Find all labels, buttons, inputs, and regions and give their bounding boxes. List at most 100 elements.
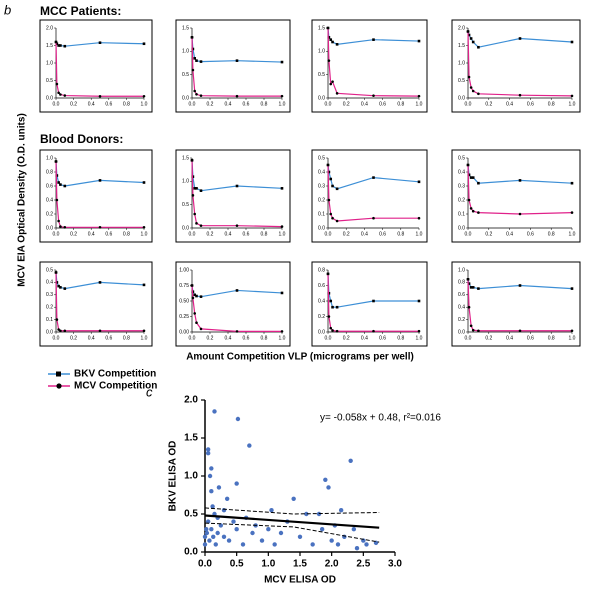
- x-tick-label: 0.2: [207, 231, 214, 237]
- y-tick-label: 1.5: [182, 25, 189, 31]
- marker: [477, 211, 480, 214]
- y-tick-label: 0.0: [46, 225, 53, 231]
- x-tick-label: 0.0: [465, 335, 472, 341]
- marker: [57, 284, 60, 288]
- x-tick-label: 0.5: [230, 559, 244, 570]
- point: [338, 508, 344, 513]
- y-tick-label: 1.5: [458, 43, 465, 49]
- y-tick-label: 0.4: [46, 197, 53, 203]
- marker: [372, 38, 375, 41]
- panel-frame: [175, 19, 291, 113]
- panel-frame: [175, 261, 291, 347]
- x-tick-label: 0.4: [225, 101, 232, 107]
- x-tick-label: 0.8: [123, 335, 130, 341]
- panel-frame: [311, 19, 428, 113]
- panel-frame: [39, 261, 153, 347]
- marker: [570, 211, 574, 214]
- marker: [142, 42, 146, 46]
- marker: [63, 287, 67, 290]
- x-tick-label: 0.2: [343, 335, 350, 341]
- marker: [417, 180, 421, 184]
- point: [329, 538, 334, 543]
- y-tick-label: 0.0: [184, 547, 198, 558]
- x-tick-label: 0.2: [343, 101, 350, 107]
- marker: [63, 44, 67, 48]
- y-tick-label: 0.0: [182, 95, 189, 101]
- marker: [469, 324, 473, 328]
- marker: [98, 41, 102, 44]
- marker: [331, 216, 334, 220]
- point: [212, 409, 217, 414]
- marker: [335, 219, 339, 223]
- marker: [193, 187, 196, 190]
- x-tick-label: 0.0: [189, 335, 196, 341]
- panel-frame: [451, 149, 581, 243]
- marker: [193, 212, 196, 216]
- marker: [469, 37, 473, 40]
- marker: [190, 284, 194, 287]
- marker: [195, 321, 198, 325]
- x-tick-label: 0.2: [70, 101, 77, 107]
- marker: [327, 170, 331, 174]
- marker: [199, 60, 203, 63]
- marker: [193, 89, 196, 93]
- y-tick-label: 0.0: [182, 225, 189, 231]
- point: [278, 530, 284, 536]
- y-tick-label: 0.8: [318, 267, 325, 273]
- y-tick-label: 0.8: [458, 280, 465, 286]
- x-tick-label: 0.6: [105, 231, 112, 237]
- marker: [518, 93, 522, 97]
- x-tick-label: 0.6: [243, 101, 250, 107]
- marker: [570, 329, 574, 333]
- x-tick-label: 0.2: [485, 231, 492, 237]
- y-tick-label: 0.00: [179, 329, 189, 335]
- x-tick-label: 0.8: [397, 231, 404, 237]
- marker: [477, 329, 480, 333]
- point: [250, 530, 255, 536]
- y-tick-label: 1.0: [46, 60, 53, 66]
- marker: [55, 318, 59, 321]
- marker: [469, 207, 473, 210]
- x-tick-label: 0.4: [361, 231, 368, 237]
- y-tick-label: 0.3: [458, 183, 465, 189]
- panel-label: c: [146, 384, 153, 399]
- marker: [372, 329, 375, 333]
- marker: [63, 329, 67, 333]
- marker: [59, 93, 62, 96]
- marker: [142, 329, 146, 333]
- marker: [477, 287, 480, 290]
- marker: [57, 44, 60, 47]
- marker: [329, 326, 333, 330]
- y-axis-label: BKV ELISA OD: [168, 441, 179, 512]
- x-tick-label: 0.8: [261, 231, 268, 237]
- marker: [142, 283, 146, 287]
- y-tick-label: 0.4: [318, 298, 325, 304]
- x-tick-label: 0.0: [53, 231, 60, 237]
- marker: [235, 59, 239, 62]
- y-tick-label: 0.1: [318, 211, 325, 217]
- y-tick-label: 0.5: [318, 155, 325, 161]
- x-axis-label: MCV ELISA OD: [264, 575, 336, 586]
- point: [205, 519, 211, 524]
- x-tick-label: 0.4: [88, 101, 95, 107]
- x-tick-label: 0.6: [105, 101, 112, 107]
- marker: [471, 209, 475, 213]
- marker: [331, 184, 334, 188]
- y-tick-label: 0.1: [46, 317, 53, 323]
- marker: [326, 26, 330, 30]
- marker: [191, 296, 195, 300]
- marker: [329, 177, 333, 181]
- marker: [570, 181, 574, 185]
- point: [310, 542, 315, 547]
- x-tick-label: 0.6: [105, 335, 112, 341]
- marker: [335, 329, 339, 333]
- marker: [467, 33, 471, 37]
- marker: [477, 181, 480, 185]
- x-tick-label: 1.0: [279, 231, 286, 237]
- x-tick-label: 0.4: [506, 335, 513, 341]
- point: [297, 534, 303, 539]
- marker: [55, 82, 59, 86]
- marker: [59, 44, 62, 47]
- x-tick-label: 0.6: [527, 335, 534, 341]
- marker: [98, 226, 102, 229]
